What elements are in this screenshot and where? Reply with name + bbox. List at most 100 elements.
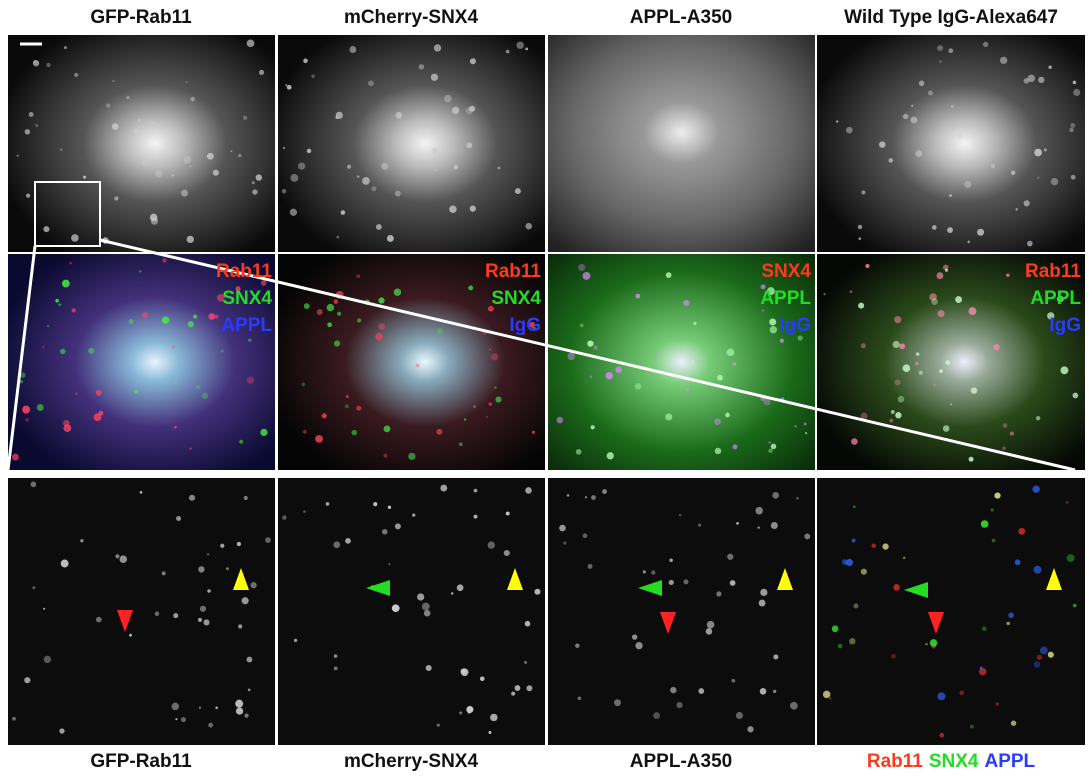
speckle (771, 522, 778, 529)
speckle (185, 81, 187, 83)
figure: GFP-Rab11mCherry-SNX4APPL-A350Wild Type … (0, 0, 1089, 778)
speckle (247, 377, 254, 384)
speckle (915, 150, 922, 157)
speckle (248, 689, 251, 692)
speckle (842, 559, 848, 565)
speckle (282, 189, 286, 193)
speckle (388, 506, 391, 509)
speckle (1040, 647, 1048, 655)
speckle (1008, 612, 1014, 618)
speckle (142, 160, 148, 166)
speckle (454, 165, 458, 169)
speckle (436, 429, 442, 435)
speckle (773, 690, 776, 693)
speckle (238, 154, 241, 157)
speckle (375, 333, 383, 341)
speckle (345, 405, 349, 409)
speckle (303, 510, 306, 513)
speckle (937, 45, 943, 51)
speckle (951, 105, 954, 108)
image-panel (548, 35, 815, 252)
speckle (1037, 655, 1042, 660)
speckle (643, 570, 646, 573)
speckle (588, 564, 593, 569)
speckle (733, 362, 737, 366)
speckle (184, 156, 192, 164)
speckle (356, 274, 360, 278)
image-panel (817, 35, 1085, 252)
speckle (858, 225, 862, 229)
panels (8, 35, 1085, 745)
speckle (129, 634, 132, 637)
speckle (964, 181, 971, 188)
speckle (126, 96, 129, 99)
channel-label: Rab11 (1025, 261, 1081, 282)
speckle (265, 537, 271, 543)
speckle (861, 191, 865, 195)
speckle (1037, 177, 1039, 179)
speckle (945, 360, 950, 365)
speckle (1003, 423, 1008, 428)
speckle (893, 584, 900, 591)
speckle (198, 566, 204, 572)
speckle (24, 677, 30, 683)
speckle (150, 214, 157, 221)
speckle (889, 158, 894, 163)
speckle (432, 148, 438, 154)
speckle (992, 539, 996, 543)
speckle (416, 364, 420, 368)
speckle (307, 149, 311, 153)
speckle (504, 550, 510, 556)
speckle (260, 429, 267, 436)
speckle (602, 489, 607, 494)
speckle (408, 453, 415, 460)
speckle (337, 236, 340, 239)
speckle (133, 128, 140, 135)
speckle (322, 413, 327, 418)
image-panel (8, 35, 275, 252)
speckle (426, 665, 432, 671)
speckle (435, 169, 437, 171)
speckle (606, 372, 613, 379)
speckle (895, 412, 901, 418)
speckle (919, 371, 923, 375)
speckle (468, 286, 473, 291)
speckle (362, 177, 370, 185)
speckle (653, 712, 660, 719)
speckle (464, 418, 466, 420)
speckle (140, 491, 143, 494)
speckle (532, 431, 535, 434)
speckle (846, 127, 853, 134)
speckle (349, 46, 356, 53)
speckle (959, 690, 964, 695)
speckle (494, 386, 497, 389)
speckle (198, 618, 202, 622)
speckle (882, 543, 888, 549)
speckle (635, 383, 641, 389)
speckle (395, 523, 401, 529)
channel-label: SNX4 (491, 288, 541, 309)
speckle (1015, 208, 1017, 210)
speckle (725, 413, 730, 418)
speckle (392, 604, 400, 612)
speckle (915, 362, 918, 365)
speckle (805, 432, 807, 434)
speckle (939, 733, 944, 738)
speckle (979, 668, 986, 675)
speckle (970, 725, 974, 729)
speckle (849, 638, 855, 644)
speckle (63, 420, 70, 427)
speckle (930, 639, 937, 646)
speckle (61, 560, 69, 568)
speckle (716, 591, 721, 596)
speckle (466, 142, 472, 148)
speckle (969, 457, 974, 462)
speckle (326, 502, 330, 506)
speckle (43, 226, 49, 232)
speckle (43, 608, 45, 610)
speckle (172, 174, 174, 176)
speckle (698, 688, 704, 694)
speckle (46, 63, 50, 67)
speckle (259, 70, 264, 75)
speckle (138, 119, 141, 122)
